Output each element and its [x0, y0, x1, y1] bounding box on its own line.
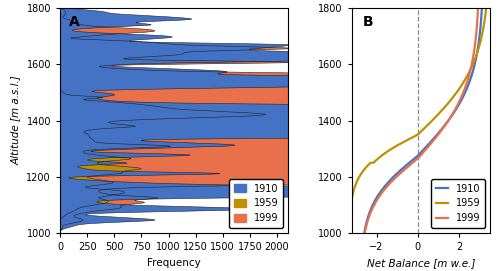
Legend: 1910, 1959, 1999: 1910, 1959, 1999: [432, 179, 485, 228]
Text: A: A: [69, 15, 80, 29]
X-axis label: Frequency: Frequency: [147, 258, 201, 268]
Y-axis label: Altitude [m a.s.l.]: Altitude [m a.s.l.]: [11, 76, 21, 166]
Legend: 1910, 1959, 1999: 1910, 1959, 1999: [229, 179, 283, 228]
X-axis label: Net Balance [m w.e.]: Net Balance [m w.e.]: [367, 258, 475, 268]
Text: B: B: [363, 15, 374, 29]
